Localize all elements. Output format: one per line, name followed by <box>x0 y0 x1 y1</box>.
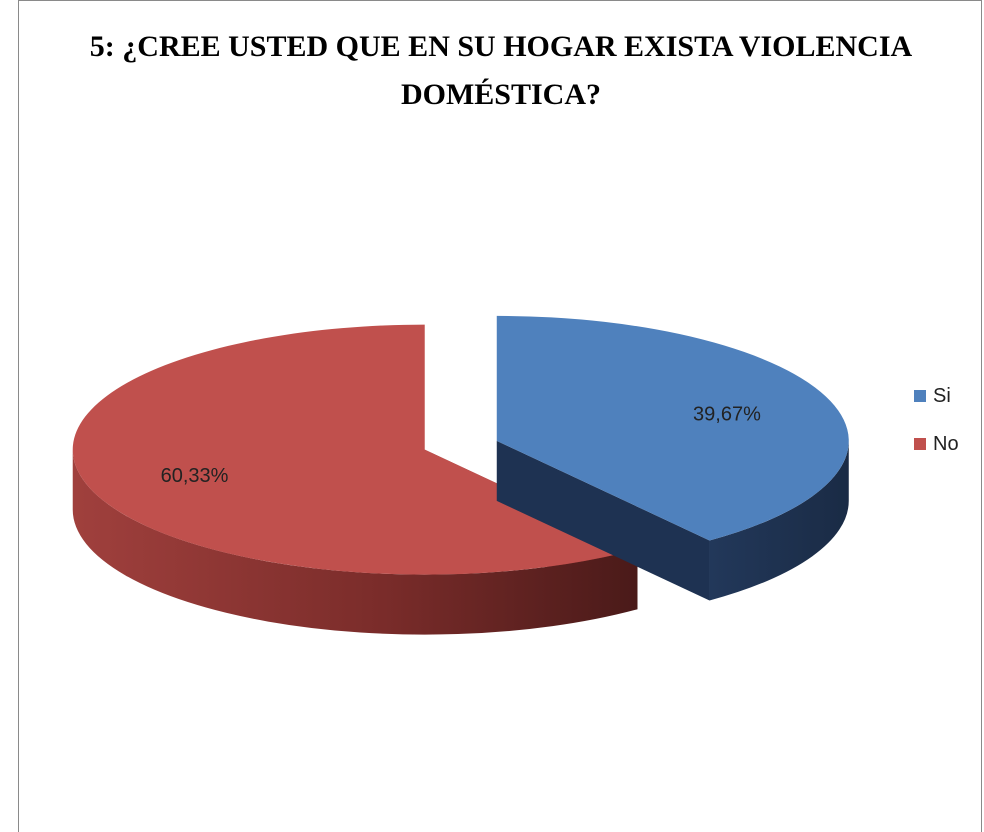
slice-si-cut-face-1 <box>496 440 710 601</box>
legend-label-no: No <box>933 433 959 455</box>
chart-title-line-1: 5: ¿CREE USTED QUE EN SU HOGAR EXISTA VI… <box>89 30 913 63</box>
slice-si-side <box>709 440 849 601</box>
chart-title: 5: ¿CREE USTED QUE EN SU HOGAR EXISTA VI… <box>19 23 983 119</box>
legend-item-no: No <box>914 433 959 455</box>
data-label-si: 39,67% <box>693 404 761 426</box>
data-label-no: 60,33% <box>161 465 229 487</box>
slice-si-top <box>496 315 849 541</box>
slice-si: 39,67% <box>496 315 849 601</box>
slice-no-top <box>72 324 638 575</box>
legend-swatch-si <box>914 390 926 402</box>
legend-label-si: Si <box>933 385 951 407</box>
slice-no: 60,33% <box>72 324 638 635</box>
legend-swatch-no <box>914 438 926 450</box>
slice-no-side <box>72 449 638 635</box>
chart-legend: Si No <box>914 385 959 455</box>
pie-layer: 60,33% 39,67% <box>72 315 849 635</box>
chart-title-line-2: DOMÉSTICA? <box>400 78 602 111</box>
legend-item-si: Si <box>914 385 951 407</box>
